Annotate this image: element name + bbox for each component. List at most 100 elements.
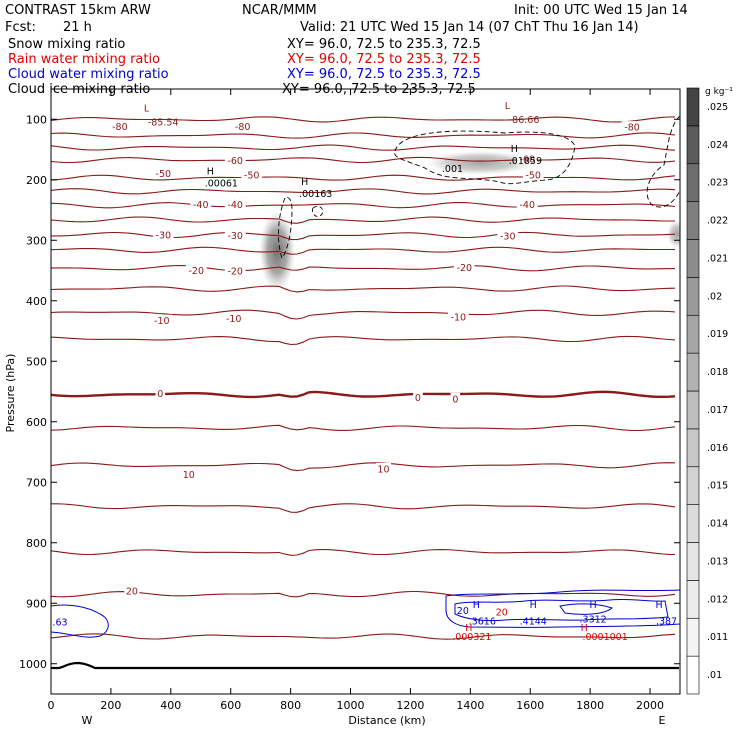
isotherm-label-7: -50: [525, 170, 541, 181]
colorbar-swatch-6: [686, 428, 700, 468]
isotherm-0: [51, 390, 676, 399]
isotherm-label-11: -30: [156, 230, 172, 241]
org-label: NCAR/MMM: [242, 3, 317, 18]
isotherm-20: [51, 549, 676, 556]
colorbar-swatch-15: [686, 87, 700, 127]
colorbar-label-11: .021: [707, 253, 728, 264]
ice-max-value-2: .01859: [509, 156, 542, 167]
cloud-water-contour-0: [51, 604, 109, 638]
isotherm-label-bg-11: [152, 228, 174, 240]
isotherm-m35: [51, 216, 675, 224]
isotherm-label-6: -50: [244, 170, 260, 181]
ice-max-marker-2: H: [511, 144, 518, 155]
isotherm-30: [51, 633, 676, 640]
y-tick-label-200: 200: [26, 174, 47, 187]
rain-water-label-2: .0001001: [582, 632, 627, 643]
isotherm-m5: [51, 335, 676, 346]
isotherm-m30: [51, 231, 676, 241]
plot-area: [51, 115, 680, 670]
isotherm-label-bg-25: [124, 585, 140, 597]
x-tick-label-1200: 1200: [396, 699, 424, 712]
isotherm-label-bg-16: [453, 261, 475, 273]
cloud-water-label-5: .387: [656, 616, 677, 627]
isotherm-label-bg-12: [224, 229, 246, 241]
colorbar-swatch-3: [686, 542, 700, 581]
fcst-value: 21 h: [63, 20, 92, 35]
isotherm-label-10: -40: [519, 200, 535, 211]
y-tick-label-500: 500: [26, 355, 47, 368]
isotherm-m40: [51, 201, 676, 209]
ice-contour-1: [278, 197, 293, 259]
x-tick-label-0: 0: [48, 699, 55, 712]
isotherm-label-8: -40: [193, 200, 209, 211]
x-end-label-west: W: [82, 714, 93, 727]
isotherm-label-bg-7: [522, 168, 544, 180]
colorbar-swatch-10: [686, 277, 700, 316]
isotherm-label-21: 0: [415, 393, 421, 404]
isotherm-label-17: -10: [154, 316, 170, 327]
isotherm-label-24: 10: [377, 464, 389, 475]
cloud-water-contour-3: [559, 603, 613, 615]
isotherm-m15: [51, 285, 676, 293]
colorbar-swatch-8: [686, 352, 700, 392]
isotherm-label-14: -20: [189, 266, 205, 277]
colorbar-swatch-0: [686, 655, 700, 695]
x-tick-label-1000: 1000: [337, 699, 365, 712]
isotherm-label-bg-15: [224, 265, 246, 277]
isotherm-m60: [51, 156, 676, 164]
isotherm-m85: [51, 116, 676, 123]
colorbar-label-3: .013: [707, 556, 728, 567]
field-xy-snow: XY= 96.0, 72.5 to 235.3, 72.5: [287, 37, 481, 52]
x-axis-title: Distance (km): [348, 714, 425, 727]
isotherm-label-13: -30: [500, 232, 516, 243]
y-tick-label-1000: 1000: [19, 658, 47, 671]
isotherm-label-bg-4: [516, 153, 538, 165]
fcst-label: Fcst:: [5, 20, 36, 35]
isotherm-label-bg-21: [413, 391, 423, 403]
ice-max-marker-0: H: [207, 166, 214, 177]
colorbar-label-8: .018: [707, 367, 728, 378]
low-value-1: -86.66: [509, 115, 540, 126]
isotherm-label-bg-8: [190, 198, 212, 210]
isotherm-label-bg-14: [185, 264, 207, 276]
cloud-water-max-2: H: [590, 600, 597, 611]
y-tick-label-800: 800: [26, 537, 47, 550]
valid-time: Valid: 21 UTC Wed 15 Jan 14 (07 ChT Thu …: [300, 20, 639, 35]
isotherm-label-12: -30: [227, 231, 243, 242]
colorbar-swatch-4: [686, 504, 700, 543]
isotherm-25: [51, 590, 676, 598]
y-tick-label-700: 700: [26, 476, 47, 489]
isotherm-label-15: -20: [227, 267, 243, 278]
isotherm-label-19: -10: [451, 313, 467, 324]
ice-max-marker-1: H: [301, 177, 308, 188]
x-tick-label-800: 800: [280, 699, 301, 712]
isotherm-label-bg-0: [109, 120, 131, 132]
isotherm-label-bg-19: [447, 311, 469, 323]
y-tick-label-400: 400: [26, 295, 47, 308]
isotherm-label-bg-23: [181, 468, 197, 480]
isotherm-label-20: 0: [157, 389, 163, 400]
field-xy-cloud-water: XY= 96.0, 72.5 to 235.3, 72.5: [287, 67, 481, 82]
rain-water-max-1: H: [581, 623, 588, 634]
field-name-cloud-water: Cloud water mixing ratio: [8, 67, 169, 82]
isotherm-label-3: -60: [227, 156, 243, 167]
isotherm-label-1: -80: [235, 122, 251, 133]
isotherm-label-2: -80: [624, 123, 640, 134]
cloud-water-label-4: .3312: [580, 615, 607, 626]
isotherm-label-25: 20: [126, 587, 138, 598]
isotherm-label-23: 10: [183, 470, 195, 481]
x-tick-label-2000: 2000: [636, 699, 664, 712]
snow-shading-1: [425, 150, 536, 175]
ice-label-3: .001: [442, 164, 463, 175]
colorbar-swatch-1: [686, 617, 700, 657]
isotherm-label-4: -60: [519, 155, 535, 166]
terrain-line: [51, 661, 679, 670]
field-name-snow: Snow mixing ratio: [8, 37, 125, 52]
ice-max-value-1: .00163: [299, 189, 332, 200]
ice-max-value-0: .00061: [205, 178, 238, 189]
isotherm-label-bg-17: [151, 314, 173, 326]
isotherm-label-bg-3: [224, 154, 246, 166]
isotherm-label-bg-2: [621, 121, 643, 133]
